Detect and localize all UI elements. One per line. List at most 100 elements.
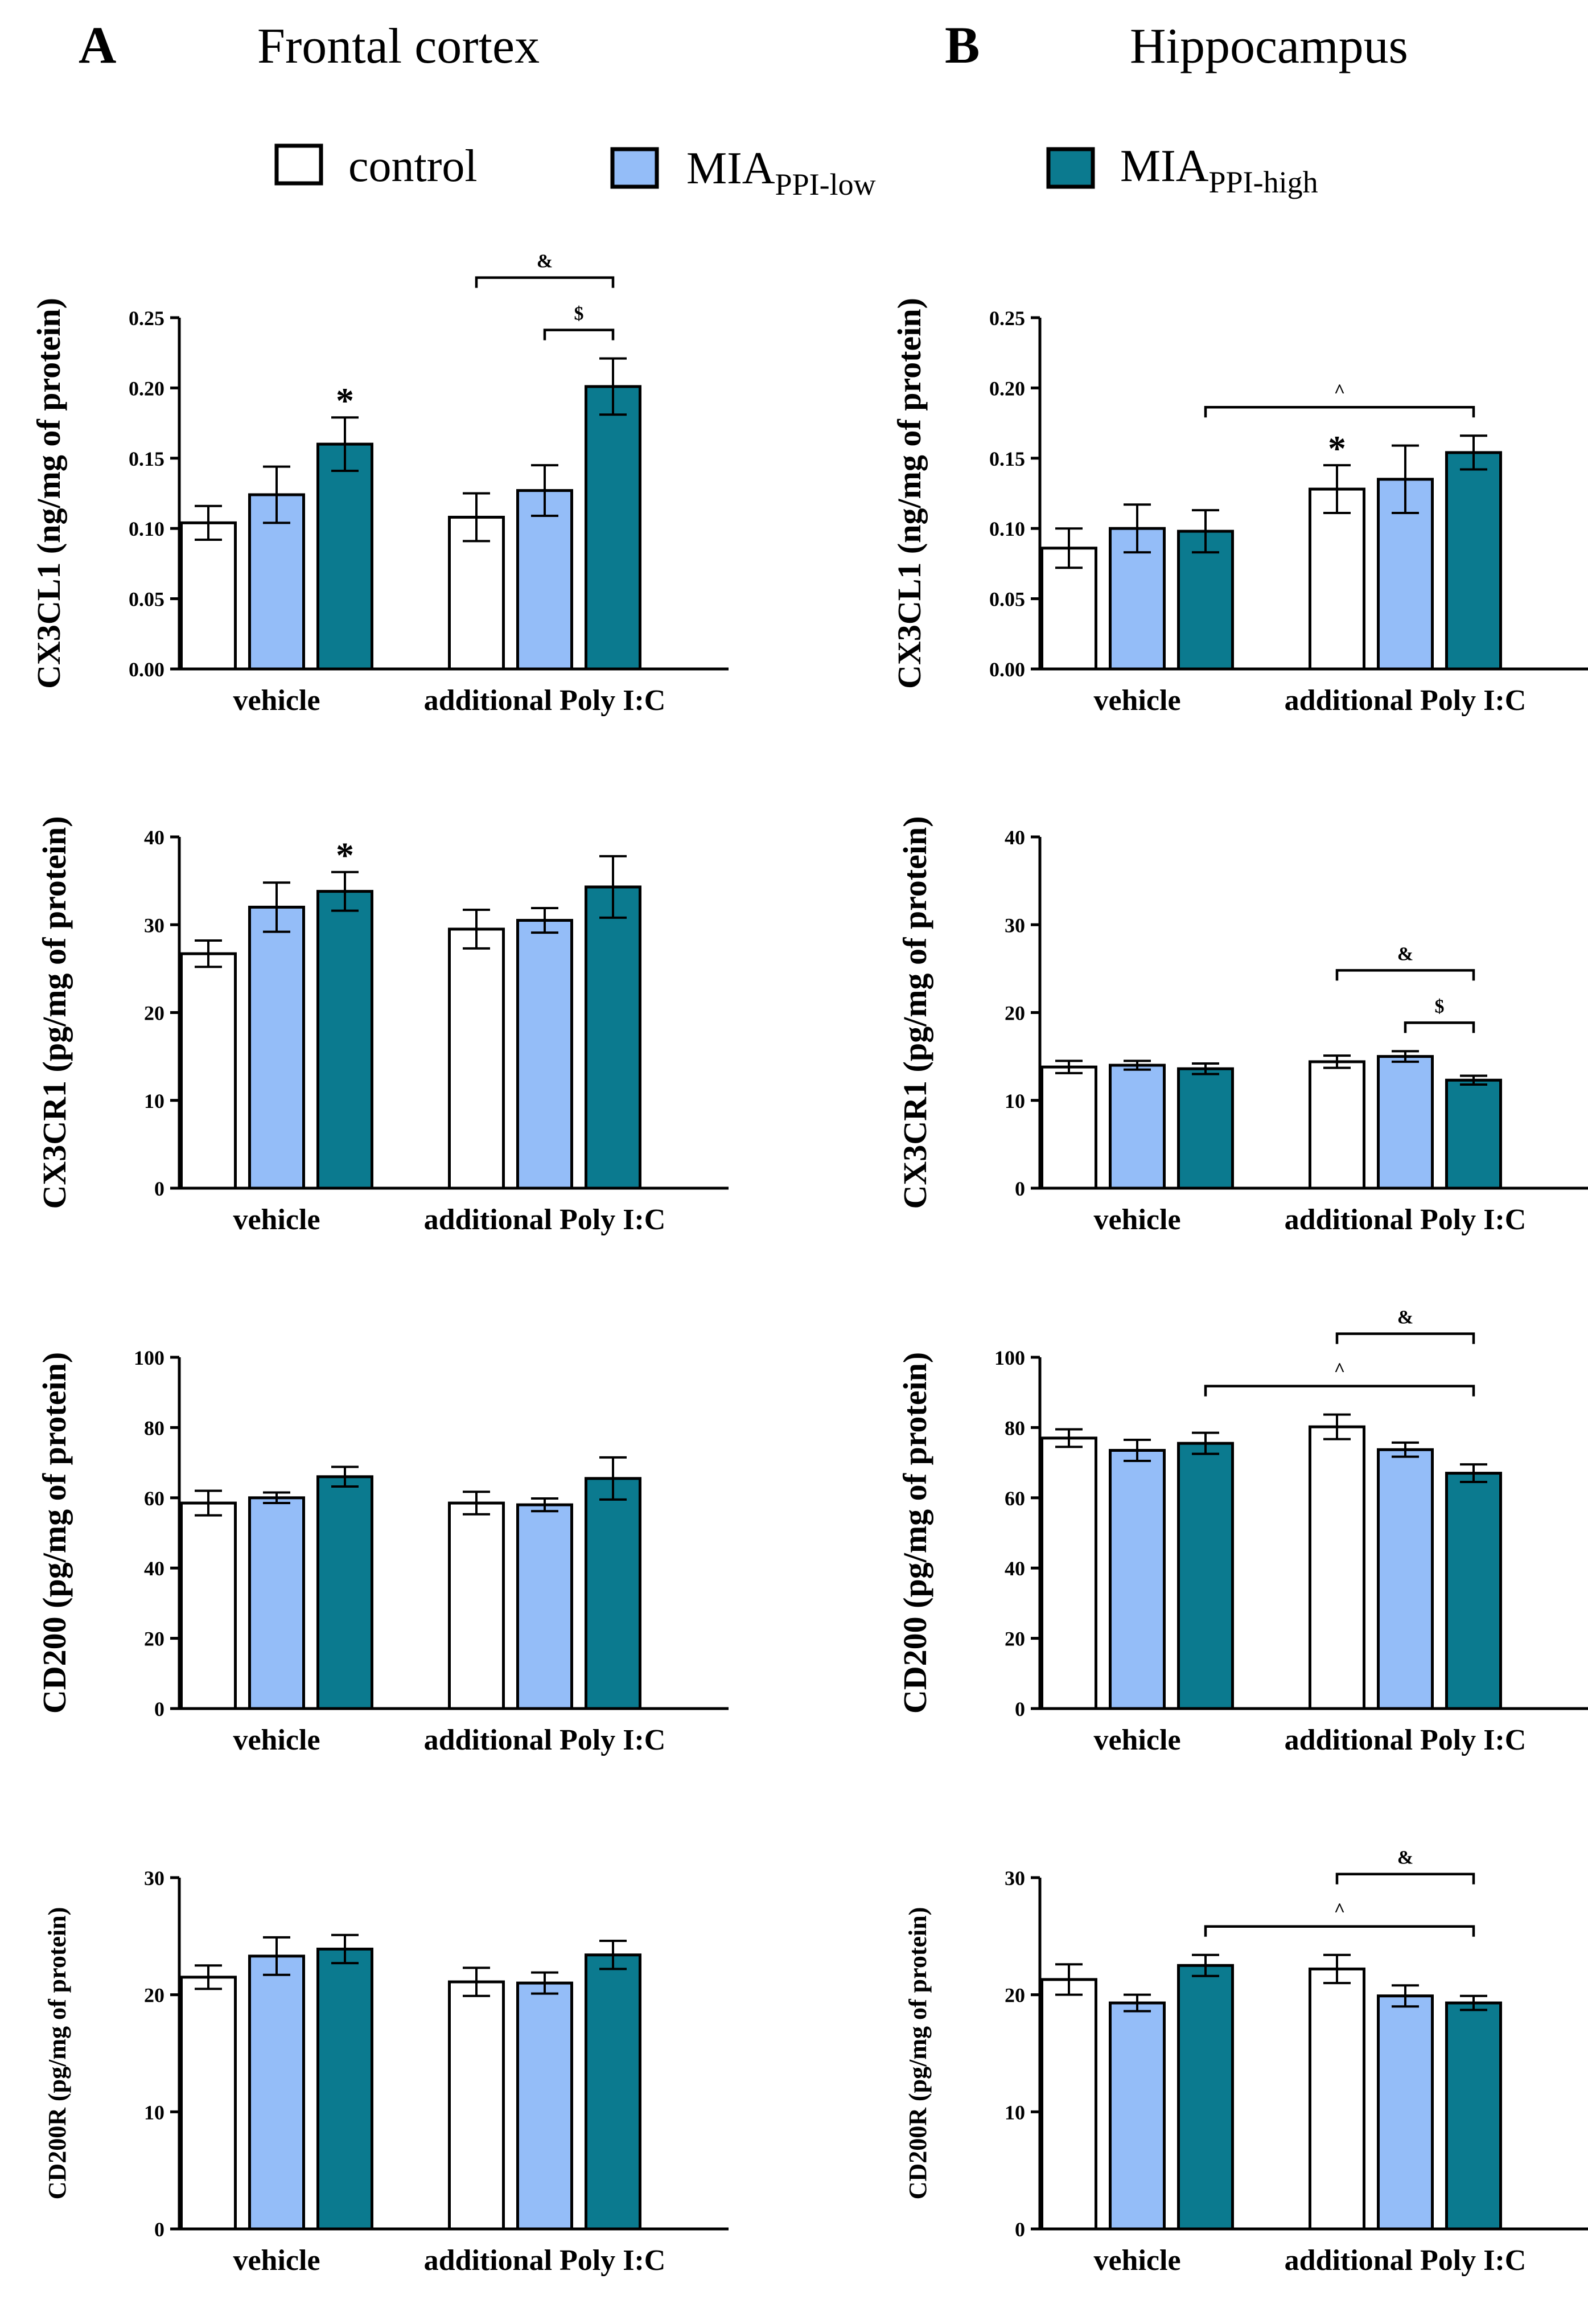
y-axis-title: CX3CR1 (pg/mg of protein) bbox=[36, 816, 73, 1209]
bar-mia-ppi-high-additional-poly-i-c bbox=[585, 385, 641, 671]
x-category-label: vehicle bbox=[1093, 2244, 1180, 2277]
y-axis-title: CD200 (pg/mg of protein) bbox=[896, 1352, 933, 1714]
y-tick-label: 30 bbox=[1005, 1867, 1025, 1890]
bar-control-vehicle bbox=[180, 1976, 237, 2231]
significance-bracket: $ bbox=[543, 303, 615, 340]
bar-mia-ppi-low-additional-poly-i-c bbox=[1377, 1055, 1434, 1190]
bar-mia-ppi-low-additional-poly-i-c bbox=[1377, 1994, 1434, 2231]
bar-mia-ppi-low-additional-poly-i-c bbox=[516, 1981, 573, 2231]
y-tick-label: 20 bbox=[1005, 1002, 1025, 1025]
charts-group: 0.00 0.05 0.10 0.15 0.20 0.25 CX3CL1 (ng/mg of… bbox=[30, 251, 1588, 2277]
y-tick-label: 0.00 bbox=[129, 658, 164, 681]
chart-b-cx3cr1: 0 10 20 30 40 CX3CR1 (pg/mg of protein) vehicl… bbox=[896, 816, 1588, 1236]
bracket-line bbox=[1335, 969, 1475, 981]
y-tick-label: 60 bbox=[144, 1487, 164, 1510]
bar-mia-ppi-low-vehicle bbox=[1109, 527, 1166, 671]
y-tick-label: 0 bbox=[1015, 2218, 1025, 2241]
bar-mia-ppi-high-additional-poly-i-c bbox=[1445, 451, 1502, 671]
y-axis-title: CX3CR1 (pg/mg of protein) bbox=[896, 816, 933, 1209]
legend-label-control: control bbox=[348, 141, 478, 191]
y-tick-label: 10 bbox=[1005, 2101, 1025, 2124]
y-tick-label: 0.05 bbox=[129, 588, 164, 611]
bar-control-additional-poly-i-c bbox=[448, 515, 505, 671]
y-tick-label: 20 bbox=[144, 1002, 164, 1025]
y-tick-label: 0.20 bbox=[129, 377, 164, 400]
bar-mia-ppi-high-additional-poly-i-c bbox=[585, 885, 641, 1190]
bracket-line bbox=[1335, 1332, 1475, 1344]
significance-bracket: ^ bbox=[1204, 380, 1475, 418]
bar-mia-ppi-high-vehicle bbox=[316, 1475, 373, 1710]
panel-letter-b: B bbox=[945, 16, 980, 74]
y-tick-label: 10 bbox=[144, 2101, 164, 2124]
y-tick-label: 0.05 bbox=[989, 588, 1025, 611]
y-tick-label: 20 bbox=[144, 1984, 164, 2007]
bar-mia-ppi-low-vehicle bbox=[1109, 2001, 1166, 2231]
bar-mia-ppi-low-additional-poly-i-c bbox=[1377, 1448, 1434, 1710]
significance-symbol: ^ bbox=[1334, 1900, 1346, 1921]
y-tick-label: 40 bbox=[144, 826, 164, 849]
y-tick-label: 100 bbox=[134, 1346, 164, 1369]
y-tick-label: 0.10 bbox=[129, 518, 164, 540]
x-category-label: additional Poly I:C bbox=[424, 1204, 666, 1236]
y-tick-label: 0.20 bbox=[989, 377, 1025, 400]
y-tick-label: 10 bbox=[1005, 1090, 1025, 1112]
legend-swatch-control bbox=[274, 143, 323, 186]
y-tick-label: 80 bbox=[144, 1416, 164, 1439]
significance-symbol: $ bbox=[574, 303, 584, 325]
bracket-line bbox=[543, 329, 615, 340]
y-tick-label: 80 bbox=[1005, 1416, 1025, 1439]
significance-symbol: & bbox=[1397, 1847, 1413, 1869]
bar-mia-ppi-high-vehicle bbox=[316, 890, 373, 1190]
y-tick-label: 0 bbox=[154, 1177, 164, 1200]
legend-item-control: control bbox=[274, 141, 478, 191]
y-tick-label: 10 bbox=[144, 1090, 164, 1112]
significance-bracket: $ bbox=[1404, 996, 1475, 1033]
bar-mia-ppi-high-additional-poly-i-c bbox=[585, 1477, 641, 1710]
y-tick-label: 0.10 bbox=[989, 518, 1025, 540]
bar-mia-ppi-high-additional-poly-i-c bbox=[585, 1953, 641, 2231]
significance-bracket: & bbox=[475, 251, 615, 288]
x-category-label: vehicle bbox=[233, 1204, 320, 1236]
chart-b-cd200r: 0 10 20 30 CD200R (pg/mg of protein) vehicle a… bbox=[904, 1847, 1588, 2277]
bar-mia-ppi-high-vehicle bbox=[1177, 1067, 1234, 1190]
y-tick-label: 0.25 bbox=[989, 307, 1025, 330]
y-tick-label: 0 bbox=[1015, 1698, 1025, 1721]
y-tick-label: 100 bbox=[994, 1346, 1025, 1369]
chart-b-cd200: 0 20 40 60 80 100 CD200 (pg/mg of protein) vehi… bbox=[896, 1307, 1588, 1756]
legend-item-mia-ppi-low: MIAPPI-low bbox=[610, 143, 876, 202]
x-category-label: additional Poly I:C bbox=[1285, 2244, 1527, 2277]
bar-control-vehicle bbox=[1040, 1978, 1097, 2231]
y-tick-label: 40 bbox=[1005, 1557, 1025, 1580]
legend-label-mia-ppi-low: MIAPPI-low bbox=[686, 143, 876, 202]
bar-mia-ppi-high-vehicle bbox=[1177, 529, 1234, 671]
significance-symbol: $ bbox=[1435, 996, 1445, 1017]
bar-control-vehicle bbox=[1040, 1436, 1097, 1710]
y-tick-label: 0.25 bbox=[129, 307, 164, 330]
bar-mia-ppi-high-vehicle bbox=[1177, 1442, 1234, 1710]
bar-mia-ppi-low-additional-poly-i-c bbox=[516, 1503, 573, 1710]
bar-mia-ppi-high-vehicle bbox=[316, 442, 373, 671]
bracket-line bbox=[1204, 1385, 1475, 1397]
legend-item-mia-ppi-high: MIAPPI-high bbox=[1046, 141, 1318, 199]
significance-symbol: & bbox=[537, 251, 553, 272]
chart-a-cd200: 0 20 40 60 80 100 CD200 (pg/mg of protein) vehi… bbox=[36, 1346, 729, 1756]
significance-symbol: ^ bbox=[1334, 1360, 1346, 1381]
y-axis-title: CX3CL1 (ng/mg of protein) bbox=[891, 298, 928, 689]
y-tick-label: 40 bbox=[1005, 826, 1025, 849]
chart-a-cd200r: 0 10 20 30 CD200R (pg/mg of protein) vehicle a… bbox=[43, 1867, 729, 2277]
bar-mia-ppi-low-vehicle bbox=[1109, 1064, 1166, 1190]
x-category-label: additional Poly I:C bbox=[424, 684, 666, 717]
panel-title-frontal-cortex: Frontal cortex bbox=[257, 19, 540, 74]
bar-mia-ppi-low-vehicle bbox=[248, 1955, 305, 2231]
y-axis-title: CX3CL1 (ng/mg of protein) bbox=[30, 298, 67, 689]
bracket-line bbox=[1204, 1925, 1475, 1937]
y-tick-label: 30 bbox=[144, 1867, 164, 1890]
bar-mia-ppi-high-vehicle bbox=[1177, 1964, 1234, 2231]
bar-control-vehicle bbox=[180, 952, 237, 1190]
significance-bracket: & bbox=[1335, 943, 1475, 981]
significance-bracket: ^ bbox=[1204, 1360, 1475, 1397]
y-tick-label: 0 bbox=[154, 2218, 164, 2241]
bar-mia-ppi-low-vehicle bbox=[248, 1496, 305, 1710]
legend-swatch-mia-ppi-low bbox=[610, 147, 659, 189]
